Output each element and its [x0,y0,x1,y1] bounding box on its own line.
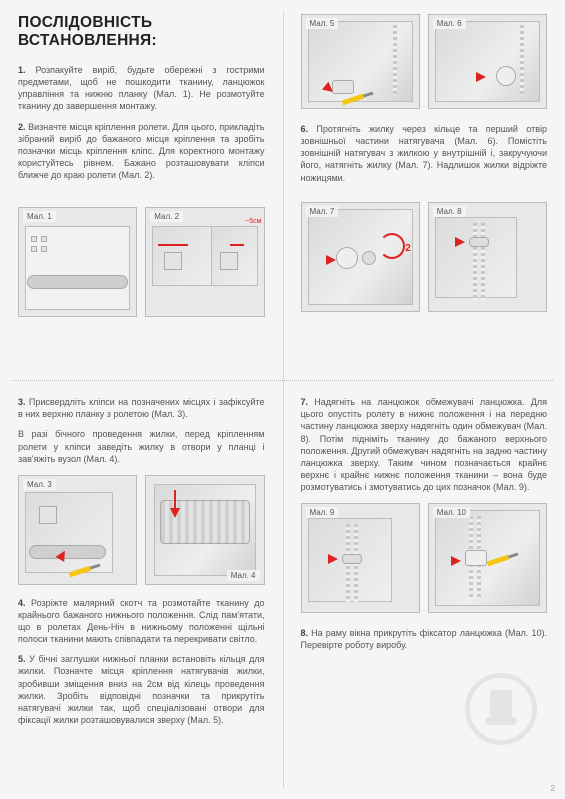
figure-10: Мал. 10 [428,503,547,613]
figure-4: Мал. 4 [145,475,264,585]
figure-6: Мал. 6 [428,14,547,109]
step-7-text: 7. Надягніть на ланцюжок обмежувачі ланц… [301,396,548,493]
step-8-text: 8. На раму вікна прикрутіть фіксатор лан… [301,627,548,651]
figure-7: Мал. 7 2 [301,202,420,312]
figure-1-label: Мал. 1 [23,211,56,222]
figure-4-label: Мал. 4 [227,570,260,581]
page-title: ПОСЛІДОВНІСТЬ ВСТАНОВЛЕННЯ: [18,14,265,50]
horizontal-separator [12,380,553,381]
step-5-text: 5. У бічні заглушки нижньої планки встан… [18,653,265,726]
vertical-separator [283,12,284,787]
step-2-text: 2. Визначте місця кріплення ролети. Для … [18,121,265,182]
step-3-text-a: 3. Присвердліть кліпси на позначених міс… [18,396,265,420]
page-number: 2 [551,784,555,793]
step-4-text: 4. Розріжте малярний скотч та розмотайте… [18,597,265,646]
figure-2: Мал. 2 ~5см [145,207,264,317]
step-3-text-b: В разі бічного проведення жилки, перед к… [18,428,265,464]
figure-7-label: Мал. 7 [306,206,339,217]
watermark-icon [461,669,541,749]
figure-10-label: Мал. 10 [433,507,470,518]
figure-6-label: Мал. 6 [433,18,466,29]
step-1-text: 1. Розпакуйте виріб, будьте обережні з г… [18,64,265,113]
figure-8-label: Мал. 8 [433,206,466,217]
figure-2-dimension: ~5см [245,218,261,225]
figure-3: Мал. 3 [18,475,137,585]
figure-5: Мал. 5 [301,14,420,109]
figure-7-arrow-label: 2 [405,243,411,254]
figure-9-label: Мал. 9 [306,507,339,518]
figure-9: Мал. 9 [301,503,420,613]
figure-2-label: Мал. 2 [150,211,183,222]
figure-3-label: Мал. 3 [23,479,56,490]
figure-8: Мал. 8 [428,202,547,312]
step-6-text: 6. Протягніть жилку через кільце та перш… [301,123,548,184]
figure-1: Мал. 1 [18,207,137,317]
figure-5-label: Мал. 5 [306,18,339,29]
